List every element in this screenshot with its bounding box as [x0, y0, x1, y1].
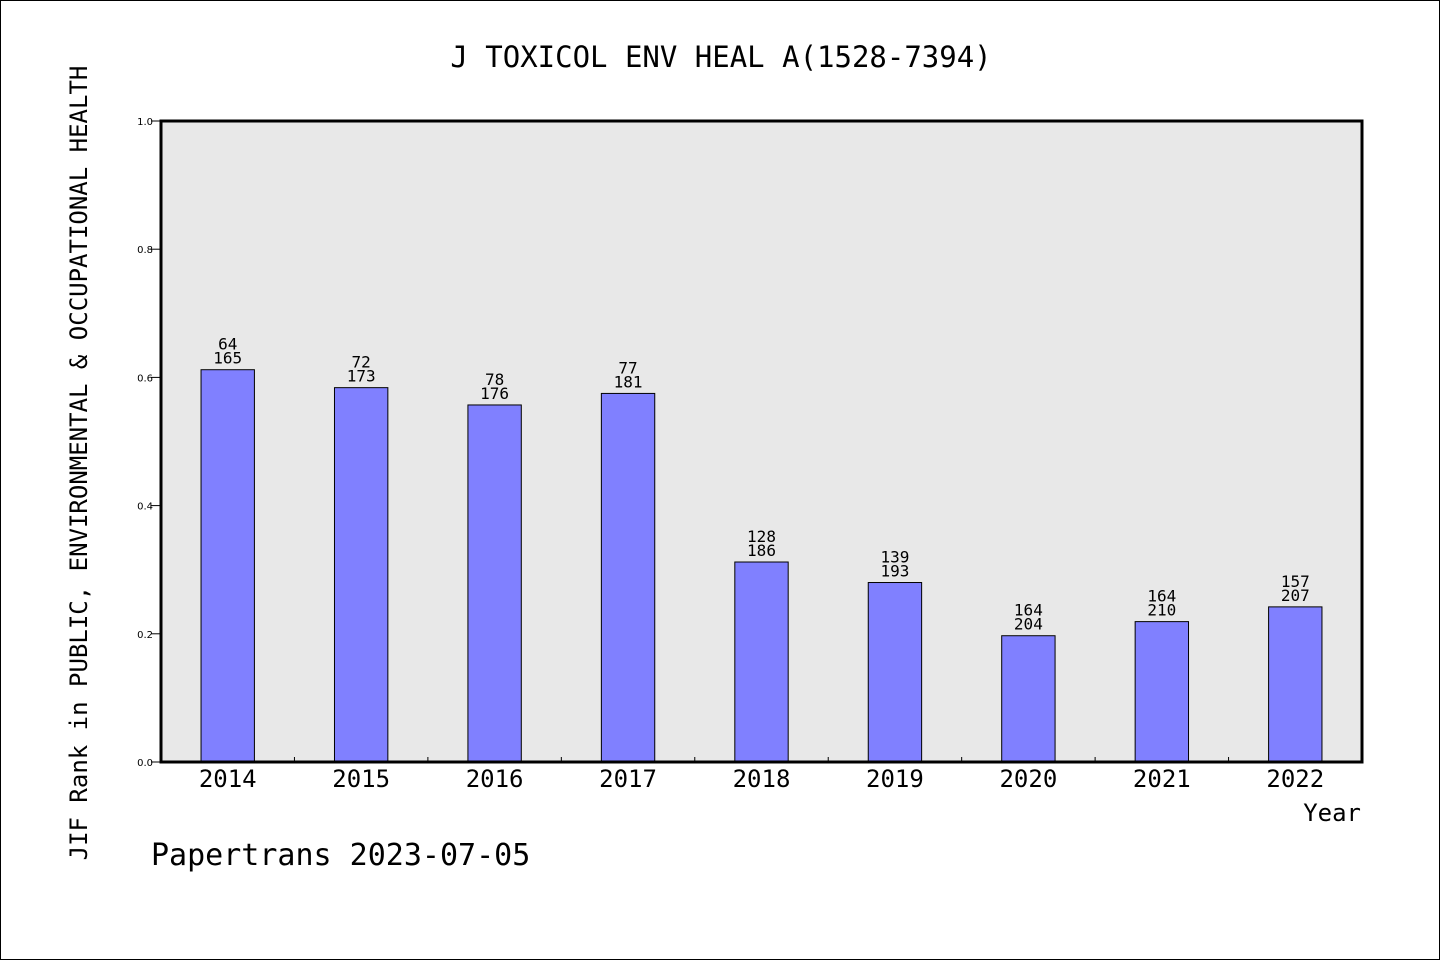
bar-2014	[200, 369, 255, 763]
bar-rank-label: 72	[352, 353, 371, 372]
bar-2016	[467, 404, 522, 763]
bar-2022	[1268, 606, 1323, 763]
bar-2020	[1001, 635, 1056, 763]
y-tick-label: 0.4	[137, 502, 153, 513]
bar-total-label: 173	[347, 367, 376, 386]
x-tick-label: 2022	[1266, 765, 1324, 793]
bar-2015	[333, 387, 389, 763]
bar-rank-label: 157	[1281, 572, 1310, 591]
bar-2017	[600, 392, 656, 763]
x-axis-label: Year	[1303, 799, 1361, 827]
bar-total-label: 193	[880, 562, 909, 581]
y-tick-label: 0.2	[137, 630, 153, 641]
bar-total-label: 207	[1281, 586, 1310, 605]
x-tick-label: 2014	[199, 765, 257, 793]
chart-title: J TOXICOL ENV HEAL A(1528-7394)	[450, 40, 991, 74]
bar-rank-label: 164	[1014, 601, 1043, 620]
bar-rank-label: 77	[618, 358, 637, 377]
bar-rank-label: 64	[218, 335, 237, 354]
bar-rank-label: 78	[485, 370, 504, 389]
x-tick-label: 2018	[733, 765, 791, 793]
bar-2019	[867, 582, 923, 763]
bar-total-label: 181	[614, 372, 643, 391]
bar-total-label: 204	[1014, 615, 1043, 634]
bar-total-label: 210	[1147, 601, 1176, 620]
y-tick-label: 1.0	[137, 117, 153, 128]
bar-total-label: 165	[213, 349, 242, 368]
y-tick-label: 0.8	[137, 245, 153, 256]
x-tick-label: 2016	[466, 765, 524, 793]
bar-total-label: 176	[480, 384, 509, 403]
bar-2018	[734, 561, 789, 763]
bar-total-label: 186	[747, 541, 776, 560]
y-tick-label: 0.0	[137, 758, 153, 769]
x-axis-ticks: 2014 2015 2016 2017 2018 2019 2020 2021 2022	[199, 757, 1324, 793]
x-tick-label: 2020	[999, 765, 1057, 793]
plot-frame	[159, 119, 1364, 764]
bar-2021	[1134, 621, 1190, 763]
x-tick-label: 2021	[1133, 765, 1191, 793]
bar-rank-label: 139	[880, 548, 909, 567]
x-tick-label: 2017	[599, 765, 657, 793]
y-axis-label: JIF Rank in PUBLIC, ENVIRONMENTAL & OCCU…	[65, 66, 93, 861]
y-tick-label: 0.6	[137, 373, 153, 384]
bar-rank-label: 128	[747, 527, 776, 546]
bar-rank-label: 164	[1147, 587, 1176, 606]
x-tick-label: 2019	[866, 765, 924, 793]
y-axis-ticks: 0.0 0.2 0.4 0.6 0.8 1.0	[137, 117, 161, 769]
x-tick-label: 2015	[332, 765, 390, 793]
credit-text: Papertrans 2023-07-05	[151, 838, 530, 873]
